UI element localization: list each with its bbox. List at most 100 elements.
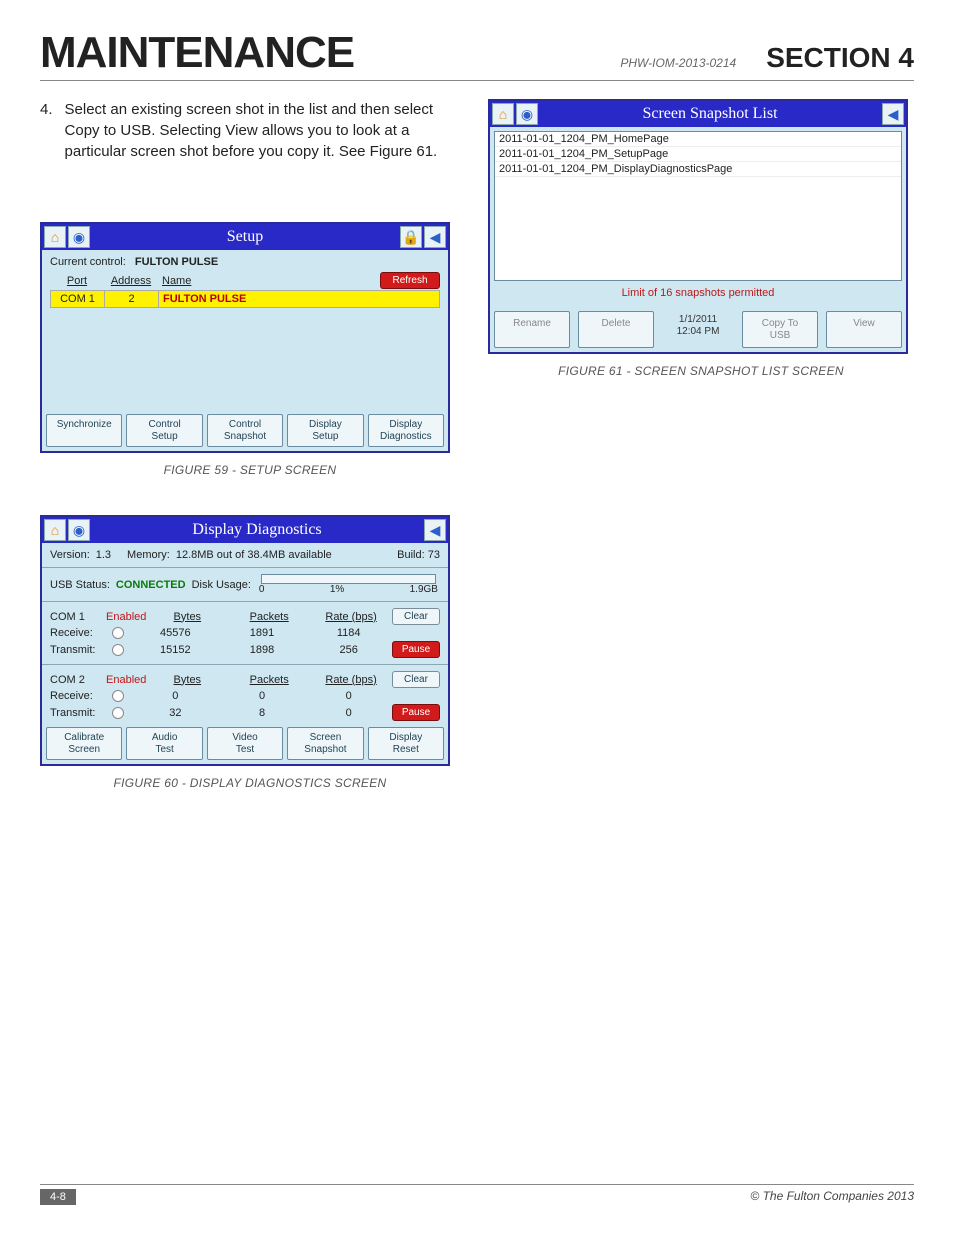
- com2-rx-packets: 0: [219, 690, 306, 702]
- datetime-display: 1/1/201112:04 PM: [662, 311, 734, 348]
- disk-total: 1.9GB: [410, 584, 438, 595]
- version-value: 1.3: [96, 549, 111, 561]
- delete-button[interactable]: Delete: [578, 311, 654, 348]
- list-item[interactable]: 2011-01-01_1204_PM_HomePage: [495, 132, 901, 147]
- col-bytes: Bytes: [146, 674, 228, 686]
- setup-title: Setup: [92, 228, 398, 246]
- home-icon[interactable]: ⌂: [492, 103, 514, 125]
- com2-receive-label: Receive:: [50, 690, 112, 702]
- setup-titlebar: ⌂ ◉ Setup 🔒 ◀: [42, 224, 448, 250]
- refresh-button[interactable]: Refresh: [380, 272, 440, 289]
- step-number: 4.: [40, 99, 53, 162]
- col-rate: Rate (bps): [310, 674, 392, 686]
- display-reset-button[interactable]: DisplayReset: [368, 727, 444, 760]
- figure-59-caption: FIGURE 59 - SETUP SCREEN: [40, 463, 460, 477]
- home-icon[interactable]: ⌂: [44, 519, 66, 541]
- doc-code: PHW-IOM-2013-0214: [620, 56, 736, 70]
- com1-receive-label: Receive:: [50, 627, 112, 639]
- col-packets: Packets: [228, 611, 310, 623]
- view-button[interactable]: View: [826, 311, 902, 348]
- copy-to-usb-button[interactable]: Copy ToUSB: [742, 311, 818, 348]
- snapshot-title: Screen Snapshot List: [540, 105, 880, 123]
- calibrate-button[interactable]: CalibrateScreen: [46, 727, 122, 760]
- com2-pause-button[interactable]: Pause: [392, 704, 440, 721]
- camera-icon[interactable]: ◉: [68, 519, 90, 541]
- com1-rx-rate: 1184: [305, 627, 392, 639]
- back-icon[interactable]: ◀: [424, 226, 446, 248]
- memory-value: 12.8MB out of 38.4MB available: [176, 549, 332, 561]
- version-label: Version:: [50, 549, 90, 561]
- com1-block: COM 1 Enabled Bytes Packets Rate (bps) C…: [50, 608, 440, 658]
- control-snapshot-button[interactable]: ControlSnapshot: [207, 414, 283, 447]
- diag-title: Display Diagnostics: [92, 521, 422, 539]
- camera-icon[interactable]: ◉: [68, 226, 90, 248]
- figure-61-caption: FIGURE 61 - SCREEN SNAPSHOT LIST SCREEN: [488, 364, 914, 378]
- radio-icon[interactable]: [112, 644, 124, 656]
- com1-rx-bytes: 45576: [132, 627, 219, 639]
- grid-header: Port Address Name Refresh: [50, 272, 440, 289]
- radio-icon[interactable]: [112, 627, 124, 639]
- page-footer: 4-8 © The Fulton Companies 2013: [40, 1184, 914, 1205]
- com1-tx-rate: 256: [305, 644, 392, 656]
- memory-label: Memory:: [127, 549, 170, 561]
- page-number: 4-8: [40, 1189, 76, 1205]
- rename-button[interactable]: Rename: [494, 311, 570, 348]
- figure-59-panel: ⌂ ◉ Setup 🔒 ◀ Current control: FULTON PU…: [40, 222, 450, 453]
- col-packets: Packets: [228, 674, 310, 686]
- row-address: 2: [105, 291, 159, 307]
- com1-enabled: Enabled: [106, 611, 146, 623]
- col-rate: Rate (bps): [310, 611, 392, 623]
- col-address: Address: [104, 273, 158, 289]
- com2-port: COM 2: [50, 674, 100, 686]
- home-icon[interactable]: ⌂: [44, 226, 66, 248]
- current-control: Current control: FULTON PULSE: [50, 256, 440, 268]
- com2-tx-rate: 0: [305, 707, 392, 719]
- com1-tx-bytes: 15152: [132, 644, 219, 656]
- build: Build: 73: [397, 549, 440, 561]
- com1-tx-packets: 1898: [219, 644, 306, 656]
- display-setup-button[interactable]: DisplaySetup: [287, 414, 363, 447]
- com2-rx-bytes: 0: [132, 690, 219, 702]
- screen-snapshot-button[interactable]: ScreenSnapshot: [287, 727, 363, 760]
- current-control-label: Current control:: [50, 256, 126, 268]
- device-row[interactable]: COM 1 2 FULTON PULSE: [50, 290, 440, 308]
- audio-test-button[interactable]: AudioTest: [126, 727, 202, 760]
- radio-icon[interactable]: [112, 690, 124, 702]
- disk-usage-bar: [261, 574, 436, 584]
- diag-titlebar: ⌂ ◉ Display Diagnostics ◀: [42, 517, 448, 543]
- col-name: Name: [158, 273, 218, 289]
- snapshot-limit-warning: Limit of 16 snapshots permitted: [494, 287, 902, 299]
- step-4: 4. Select an existing screen shot in the…: [40, 99, 460, 162]
- row-port: COM 1: [51, 291, 105, 307]
- snapshot-button-bar: Rename Delete 1/1/201112:04 PM Copy ToUS…: [490, 303, 906, 352]
- com2-rx-rate: 0: [305, 690, 392, 702]
- page-header: MAINTENANCE PHW-IOM-2013-0214 SECTION 4: [40, 28, 914, 81]
- col-bytes: Bytes: [146, 611, 228, 623]
- list-item[interactable]: 2011-01-01_1204_PM_SetupPage: [495, 147, 901, 162]
- setup-button-bar: Synchronize ControlSetup ControlSnapshot…: [42, 410, 448, 451]
- usb-line: USB Status: CONNECTED Disk Usage: 0 1% 1…: [50, 574, 440, 595]
- video-test-button[interactable]: VideoTest: [207, 727, 283, 760]
- display-diagnostics-button[interactable]: DisplayDiagnostics: [368, 414, 444, 447]
- com1-pause-button[interactable]: Pause: [392, 641, 440, 658]
- step-text: Select an existing screen shot in the li…: [65, 99, 460, 162]
- lock-icon[interactable]: 🔒: [400, 226, 422, 248]
- version-line: Version: 1.3 Memory: 12.8MB out of 38.4M…: [50, 549, 440, 561]
- usb-status: CONNECTED: [116, 579, 186, 591]
- control-setup-button[interactable]: ControlSetup: [126, 414, 202, 447]
- radio-icon[interactable]: [112, 707, 124, 719]
- figure-61-panel: ⌂ ◉ Screen Snapshot List ◀ 2011-01-01_12…: [488, 99, 908, 354]
- snapshot-list[interactable]: 2011-01-01_1204_PM_HomePage 2011-01-01_1…: [494, 131, 902, 281]
- list-item[interactable]: 2011-01-01_1204_PM_DisplayDiagnosticsPag…: [495, 162, 901, 177]
- row-name: FULTON PULSE: [159, 291, 439, 307]
- back-icon[interactable]: ◀: [882, 103, 904, 125]
- com1-clear-button[interactable]: Clear: [392, 608, 440, 625]
- camera-icon[interactable]: ◉: [516, 103, 538, 125]
- build-value: 73: [428, 549, 440, 561]
- back-icon[interactable]: ◀: [424, 519, 446, 541]
- synchronize-button[interactable]: Synchronize: [46, 414, 122, 447]
- com1-port: COM 1: [50, 611, 100, 623]
- com2-clear-button[interactable]: Clear: [392, 671, 440, 688]
- section-label: SECTION 4: [766, 42, 914, 74]
- col-port: Port: [50, 273, 104, 289]
